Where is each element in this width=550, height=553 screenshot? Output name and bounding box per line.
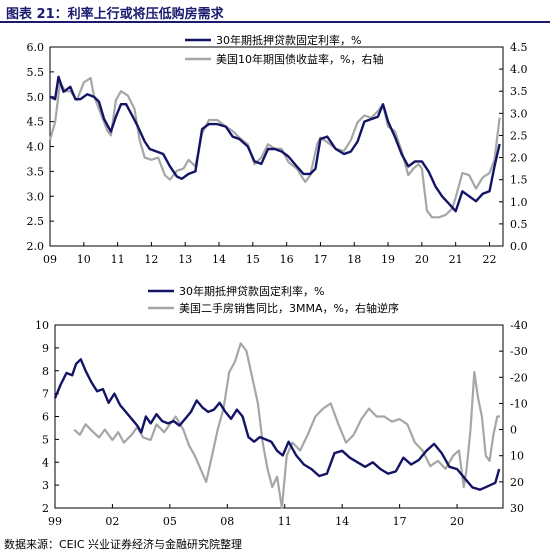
chart1-x-tick-label: 21 [449, 253, 463, 266]
chart1-right-tick-label: 1.0 [510, 196, 528, 209]
chart2-x-tick-label: 99 [48, 515, 62, 528]
chart1-x-tick-label: 20 [415, 253, 429, 266]
chart2-left-tick-label: 10 [35, 319, 49, 332]
chart1-left-tick-label: 5.0 [27, 91, 45, 104]
chart1-right-tick-label: 3.0 [510, 107, 528, 120]
chart1-right-tick-label: 0.5 [510, 218, 528, 231]
chart1-x-tick-label: 19 [381, 253, 395, 266]
source-note: 数据来源：CEIC 兴业证券经济与金融研究院整理 [4, 538, 243, 551]
figure-title: 图表 21：利率上行或将压低购房需求 [6, 7, 224, 22]
title-divider [0, 21, 550, 23]
chart1-left-tick-label: 3.0 [27, 190, 45, 203]
chart2-right-tick-label: 10 [510, 450, 524, 463]
chart2-legend-label: 30年期抵押贷款固定利率，% [179, 284, 324, 298]
chart1-right-tick-label: 1.5 [510, 174, 528, 187]
chart1-right-tick-label: 3.5 [510, 85, 528, 98]
chart2-right-tick-label: -30 [510, 345, 528, 358]
chart1-x-tick-label: 12 [144, 253, 158, 266]
chart2-left-tick-label: 3 [42, 479, 49, 492]
chart1-left-tick-label: 6.0 [27, 41, 45, 54]
chart1-mortgage-rate-line [49, 75, 501, 213]
chart1-x-tick-label: 14 [212, 253, 226, 266]
chart2-right-tick-label: 30 [510, 502, 524, 515]
chart2-legend-label: 美国二手房销售同比，3MMA，%，右轴逆序 [179, 301, 399, 315]
chart1-right-axis-line [48, 76, 501, 219]
chart1-left-tick-label: 4.5 [27, 116, 45, 129]
chart1-x-tick-label: 22 [482, 253, 496, 266]
chart1-right-tick-label: 4.5 [510, 41, 528, 54]
chart1-x-tick-label: 11 [111, 253, 125, 266]
chart1-x-tick-label: 16 [280, 253, 294, 266]
chart2-mortgage-rate-line [53, 358, 501, 491]
chart2-right-tick-label: 0 [510, 424, 517, 437]
chart1-right-tick-label: 4.0 [510, 63, 528, 76]
chart2-left-tick-label: 2 [42, 502, 49, 515]
chart2-left-tick-label: 8 [42, 365, 49, 378]
chart1-right-tick-label: 0.0 [510, 240, 528, 253]
chart1-x-tick-label: 10 [77, 253, 91, 266]
chart1-x-tick-label: 18 [347, 253, 361, 266]
chart2-x-tick-label: 14 [335, 515, 349, 528]
chart2-x-tick-label: 20 [450, 515, 464, 528]
chart1-left-tick-label: 2.0 [27, 240, 45, 253]
chart2-right-tick-label: 20 [510, 476, 524, 489]
chart1-legend-label: 美国10年期国债收益率，%，右轴 [216, 52, 383, 66]
chart2-x-tick-label: 02 [105, 515, 119, 528]
chart2-left-tick-label: 9 [42, 342, 49, 355]
chart2-right-tick-label: -40 [510, 319, 528, 332]
chart1-legend-label: 30年期抵押贷款固定利率，% [216, 33, 361, 47]
chart2-plot-frame [54, 324, 504, 509]
chart2-x-tick-label: 17 [393, 515, 407, 528]
chart1-x-tick-label: 09 [43, 253, 57, 266]
chart2-right-tick-label: -10 [510, 397, 528, 410]
chart2-x-tick-label: 08 [220, 515, 234, 528]
chart2-right-tick-label: -20 [510, 371, 528, 384]
chart1-right-tick-label: 2.0 [510, 152, 528, 165]
chart1-plot-frame [49, 46, 504, 247]
chart2-right-axis-line [73, 342, 501, 510]
chart2-x-tick-label: 05 [163, 515, 177, 528]
chart2-left-tick-label: 6 [42, 411, 49, 424]
chart2-left-tick-label: 4 [42, 456, 49, 469]
chart1-x-tick-label: 17 [313, 253, 327, 266]
chart1-x-tick-label: 13 [178, 253, 192, 266]
chart2-x-tick-label: 11 [278, 515, 292, 528]
chart1-right-tick-label: 2.5 [510, 129, 528, 142]
chart2-left-tick-label: 7 [42, 388, 49, 401]
chart1-left-tick-label: 3.5 [27, 165, 45, 178]
chart1-left-tick-label: 5.5 [27, 66, 45, 79]
chart1-left-tick-label: 4.0 [27, 141, 45, 154]
chart1-left-tick-label: 2.5 [27, 215, 45, 228]
chart2-left-tick-label: 5 [42, 433, 49, 446]
chart1-x-tick-label: 15 [246, 253, 260, 266]
